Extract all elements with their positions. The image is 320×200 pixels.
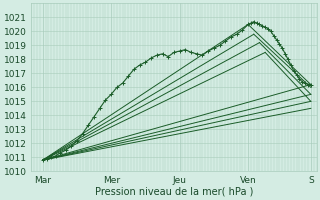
X-axis label: Pression niveau de la mer( hPa ): Pression niveau de la mer( hPa ) (95, 187, 253, 197)
